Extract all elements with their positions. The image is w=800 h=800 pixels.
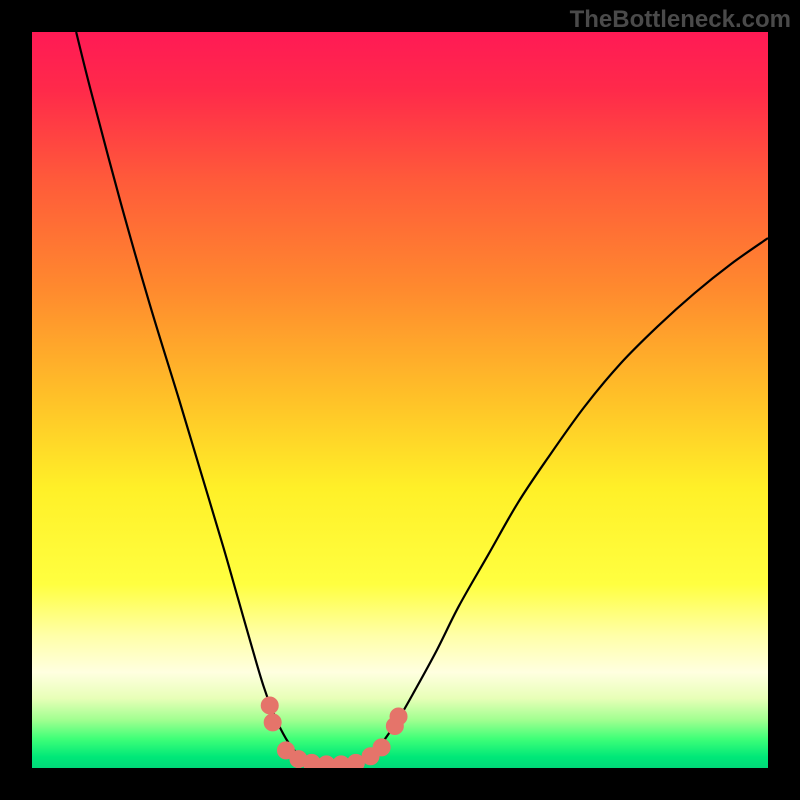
sweetspot-marker <box>261 697 278 714</box>
watermark-text: TheBottleneck.com <box>570 6 791 34</box>
bottleneck-curve-chart <box>0 0 800 800</box>
sweetspot-marker <box>390 708 407 725</box>
plot-background <box>32 32 768 768</box>
sweetspot-marker <box>264 714 281 731</box>
chart-container: TheBottleneck.com <box>0 0 800 800</box>
sweetspot-marker <box>373 739 390 756</box>
